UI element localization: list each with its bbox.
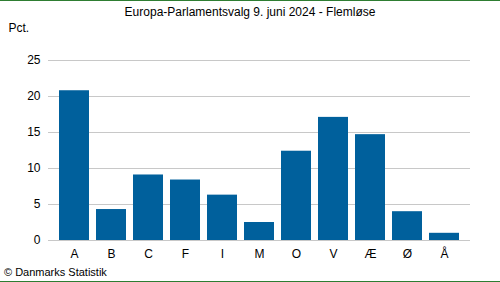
svg-text:0: 0 (34, 233, 41, 247)
svg-text:5: 5 (34, 197, 41, 211)
svg-text:B: B (107, 247, 115, 261)
svg-text:Æ: Æ (365, 247, 377, 261)
svg-text:M: M (255, 247, 265, 261)
svg-text:F: F (182, 247, 189, 261)
svg-text:V: V (329, 247, 337, 261)
html-text:© Danmarks Statistik: © Danmarks Statistik (4, 266, 107, 278)
svg-text:20: 20 (27, 89, 41, 103)
svg-text:15: 15 (27, 125, 41, 139)
svg-text:10: 10 (27, 161, 41, 175)
svg-text:Å: Å (440, 246, 448, 261)
svg-text:I: I (221, 247, 224, 261)
svg-text:O: O (292, 247, 301, 261)
svg-text:25: 25 (27, 53, 41, 67)
svg-text:Pct.: Pct. (9, 21, 30, 35)
html-text:Europa-Parlamentsvalg 9. juni: Europa-Parlamentsvalg 9. juni 2024 - Fle… (124, 5, 376, 19)
svg-text:C: C (144, 247, 153, 261)
svg-text:A: A (70, 247, 78, 261)
svg-text:Ø: Ø (403, 247, 412, 261)
